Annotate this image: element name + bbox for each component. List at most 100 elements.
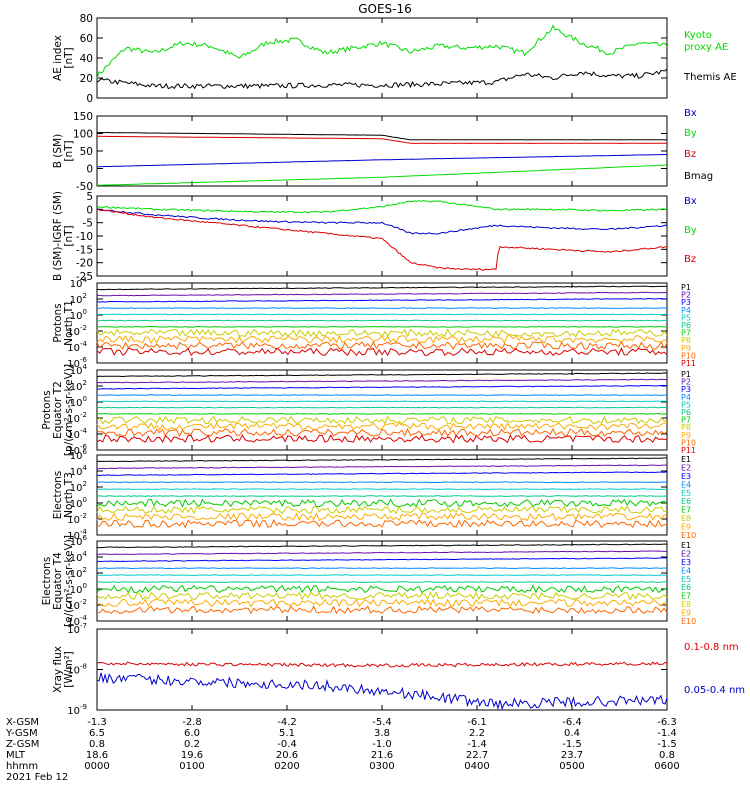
legend-prot_t1-p10: P10 bbox=[681, 351, 696, 360]
panel-prot_t2: Protons Equator T2 [p/(cm²-s-sr-keV)]104 10… bbox=[41, 363, 696, 457]
legend-elec_t3-e5: E5 bbox=[681, 489, 691, 498]
legend-prot_t1-p4: P4 bbox=[681, 306, 691, 315]
xaxis-row-label: X-GSM bbox=[6, 717, 39, 728]
legend-elec_t4-e10: E10 bbox=[681, 617, 696, 626]
xray-ytick-label: 10-8 bbox=[67, 663, 87, 677]
x-axis-table: X-GSMY-GSMZ-GSMMLThhmm-1.36.50.818.60000… bbox=[5, 717, 680, 783]
legend-elec_t4-e2: E2 bbox=[681, 549, 691, 558]
elec_t3-ytick-label: 102 bbox=[70, 480, 87, 494]
channel-e1 bbox=[96, 457, 667, 463]
series-0-1-0-8-nm bbox=[96, 661, 668, 668]
channel-e3 bbox=[96, 557, 667, 562]
b_sm-ytick-label: 150 bbox=[73, 111, 93, 123]
legend-elec_t3-e8: E8 bbox=[681, 514, 691, 523]
channel-p2 bbox=[97, 291, 668, 297]
xaxis-value: 0.8 bbox=[659, 750, 675, 761]
prot_t2-ytick-label: 102 bbox=[70, 379, 87, 393]
legend-prot_t2-p9: P9 bbox=[681, 431, 691, 440]
xaxis-value: 21.6 bbox=[371, 750, 393, 761]
legend-prot_t1-p5: P5 bbox=[681, 313, 691, 322]
channel-p8 bbox=[96, 415, 668, 425]
xaxis-value: 0300 bbox=[369, 761, 394, 772]
elec_t3-ylabel: North T3 bbox=[63, 472, 75, 518]
panel-elec_t3: Electrons North T310610410210010-210-4E1E… bbox=[52, 448, 696, 542]
legend-elec_t4-e4: E4 bbox=[681, 566, 691, 575]
prot_t2-ytick-label: 10-2 bbox=[67, 411, 87, 425]
legend-elec_t4-e6: E6 bbox=[681, 583, 691, 592]
legend-prot_t1-p2: P2 bbox=[681, 291, 691, 300]
legend-b_sm-2: Bz bbox=[684, 149, 696, 160]
legend-prot_t2-p4: P4 bbox=[681, 393, 691, 402]
legend-prot_t2-p5: P5 bbox=[681, 400, 691, 409]
channel-e5 bbox=[96, 488, 667, 491]
legend-xray-1: 0.05-0.4 nm bbox=[684, 685, 745, 696]
legend-b_igrf-1: By bbox=[684, 225, 697, 236]
channel-p5 bbox=[96, 400, 668, 403]
legend-b_sm-0: Bx bbox=[684, 108, 697, 119]
xaxis-value: -1.4 bbox=[657, 728, 677, 739]
xaxis-value: 19.6 bbox=[181, 750, 203, 761]
channel-p9 bbox=[96, 421, 668, 431]
b_sm-ytick-label: 100 bbox=[73, 129, 93, 141]
xray-ylabel: [W/m²] bbox=[63, 651, 75, 688]
legend-prot_t2-p3: P3 bbox=[681, 385, 691, 394]
plot-title: GOES-16 bbox=[358, 2, 412, 16]
prot_t1-ytick-label: 10-2 bbox=[67, 324, 87, 338]
elec_t4-ytick-label: 106 bbox=[70, 534, 88, 548]
legend-prot_t2-p8: P8 bbox=[681, 423, 691, 432]
b_igrf-ytick-label: 5 bbox=[86, 191, 93, 203]
xaxis-row-label: hhmm bbox=[6, 761, 38, 772]
xaxis-value: 6.0 bbox=[184, 728, 200, 739]
legend-elec_t3-e2: E2 bbox=[681, 463, 691, 472]
xaxis-value: 22.7 bbox=[466, 750, 488, 761]
xaxis-row-label: Z-GSM bbox=[6, 739, 39, 750]
xaxis-value: -6.4 bbox=[562, 717, 582, 728]
legend-elec_t3-e7: E7 bbox=[681, 506, 691, 515]
channel-p1 bbox=[96, 372, 668, 378]
legend-prot_t2-p2: P2 bbox=[681, 378, 691, 387]
prot_t2-ylabel: Protons bbox=[41, 390, 53, 429]
b_sm-ytick-label: 0 bbox=[86, 164, 93, 176]
xaxis-value: 0200 bbox=[274, 761, 299, 772]
ae-ytick-label: 40 bbox=[80, 53, 93, 65]
legend-prot_t1-p11: P11 bbox=[681, 359, 696, 368]
channel-p2 bbox=[96, 378, 668, 384]
legend-elec_t3-e4: E4 bbox=[681, 480, 691, 489]
xaxis-value: 23.7 bbox=[561, 750, 583, 761]
xaxis-value: -1.0 bbox=[372, 739, 392, 750]
b_igrf-ytick-label: -25 bbox=[76, 271, 93, 283]
elec_t4-ytick-label: 100 bbox=[70, 582, 87, 596]
channel-e6 bbox=[96, 581, 668, 583]
elec_t4-ylabel: [e/(cm²-s-sr-keV)] bbox=[63, 535, 75, 627]
ae-ytick-label: 60 bbox=[80, 33, 93, 45]
channel-e8 bbox=[96, 591, 668, 601]
legend-elec_t4-e5: E5 bbox=[681, 575, 691, 584]
channel-p3 bbox=[96, 384, 668, 390]
b_igrf-ytick-label: -5 bbox=[83, 218, 93, 230]
xaxis-row-label: Y-GSM bbox=[5, 728, 38, 739]
channel-p6 bbox=[96, 319, 668, 322]
channel-e4 bbox=[96, 481, 668, 484]
xaxis-value: 0.4 bbox=[564, 728, 580, 739]
xaxis-value: 0000 bbox=[84, 761, 109, 772]
channel-e8 bbox=[96, 505, 668, 515]
legend-elec_t3-e10: E10 bbox=[681, 531, 696, 540]
series-0-05-0-4-nm bbox=[96, 672, 668, 711]
legend-elec_t4-e9: E9 bbox=[681, 609, 691, 618]
xaxis-value: -1.5 bbox=[562, 739, 582, 750]
xaxis-value: 0.8 bbox=[89, 739, 105, 750]
channel-p10 bbox=[96, 340, 668, 351]
legend-prot_t1-p6: P6 bbox=[681, 321, 691, 330]
legend-xray-0: 0.1-0.8 nm bbox=[684, 642, 739, 653]
xaxis-value: 0600 bbox=[654, 761, 679, 772]
ae-ytick-label: 0 bbox=[86, 93, 93, 105]
legend-elec_t3-e9: E9 bbox=[681, 523, 691, 532]
series-by bbox=[96, 208, 668, 235]
channel-p11 bbox=[96, 434, 668, 444]
legend-prot_t1-p9: P9 bbox=[681, 344, 691, 353]
b_igrf-ytick-label: -10 bbox=[76, 231, 93, 243]
legend-prot_t2-p1: P1 bbox=[681, 370, 691, 379]
panel-b_igrf: B (SM)-IGRF (SM) [nT] -25-20 -15-10-5 05 Bx By… bbox=[52, 191, 697, 283]
